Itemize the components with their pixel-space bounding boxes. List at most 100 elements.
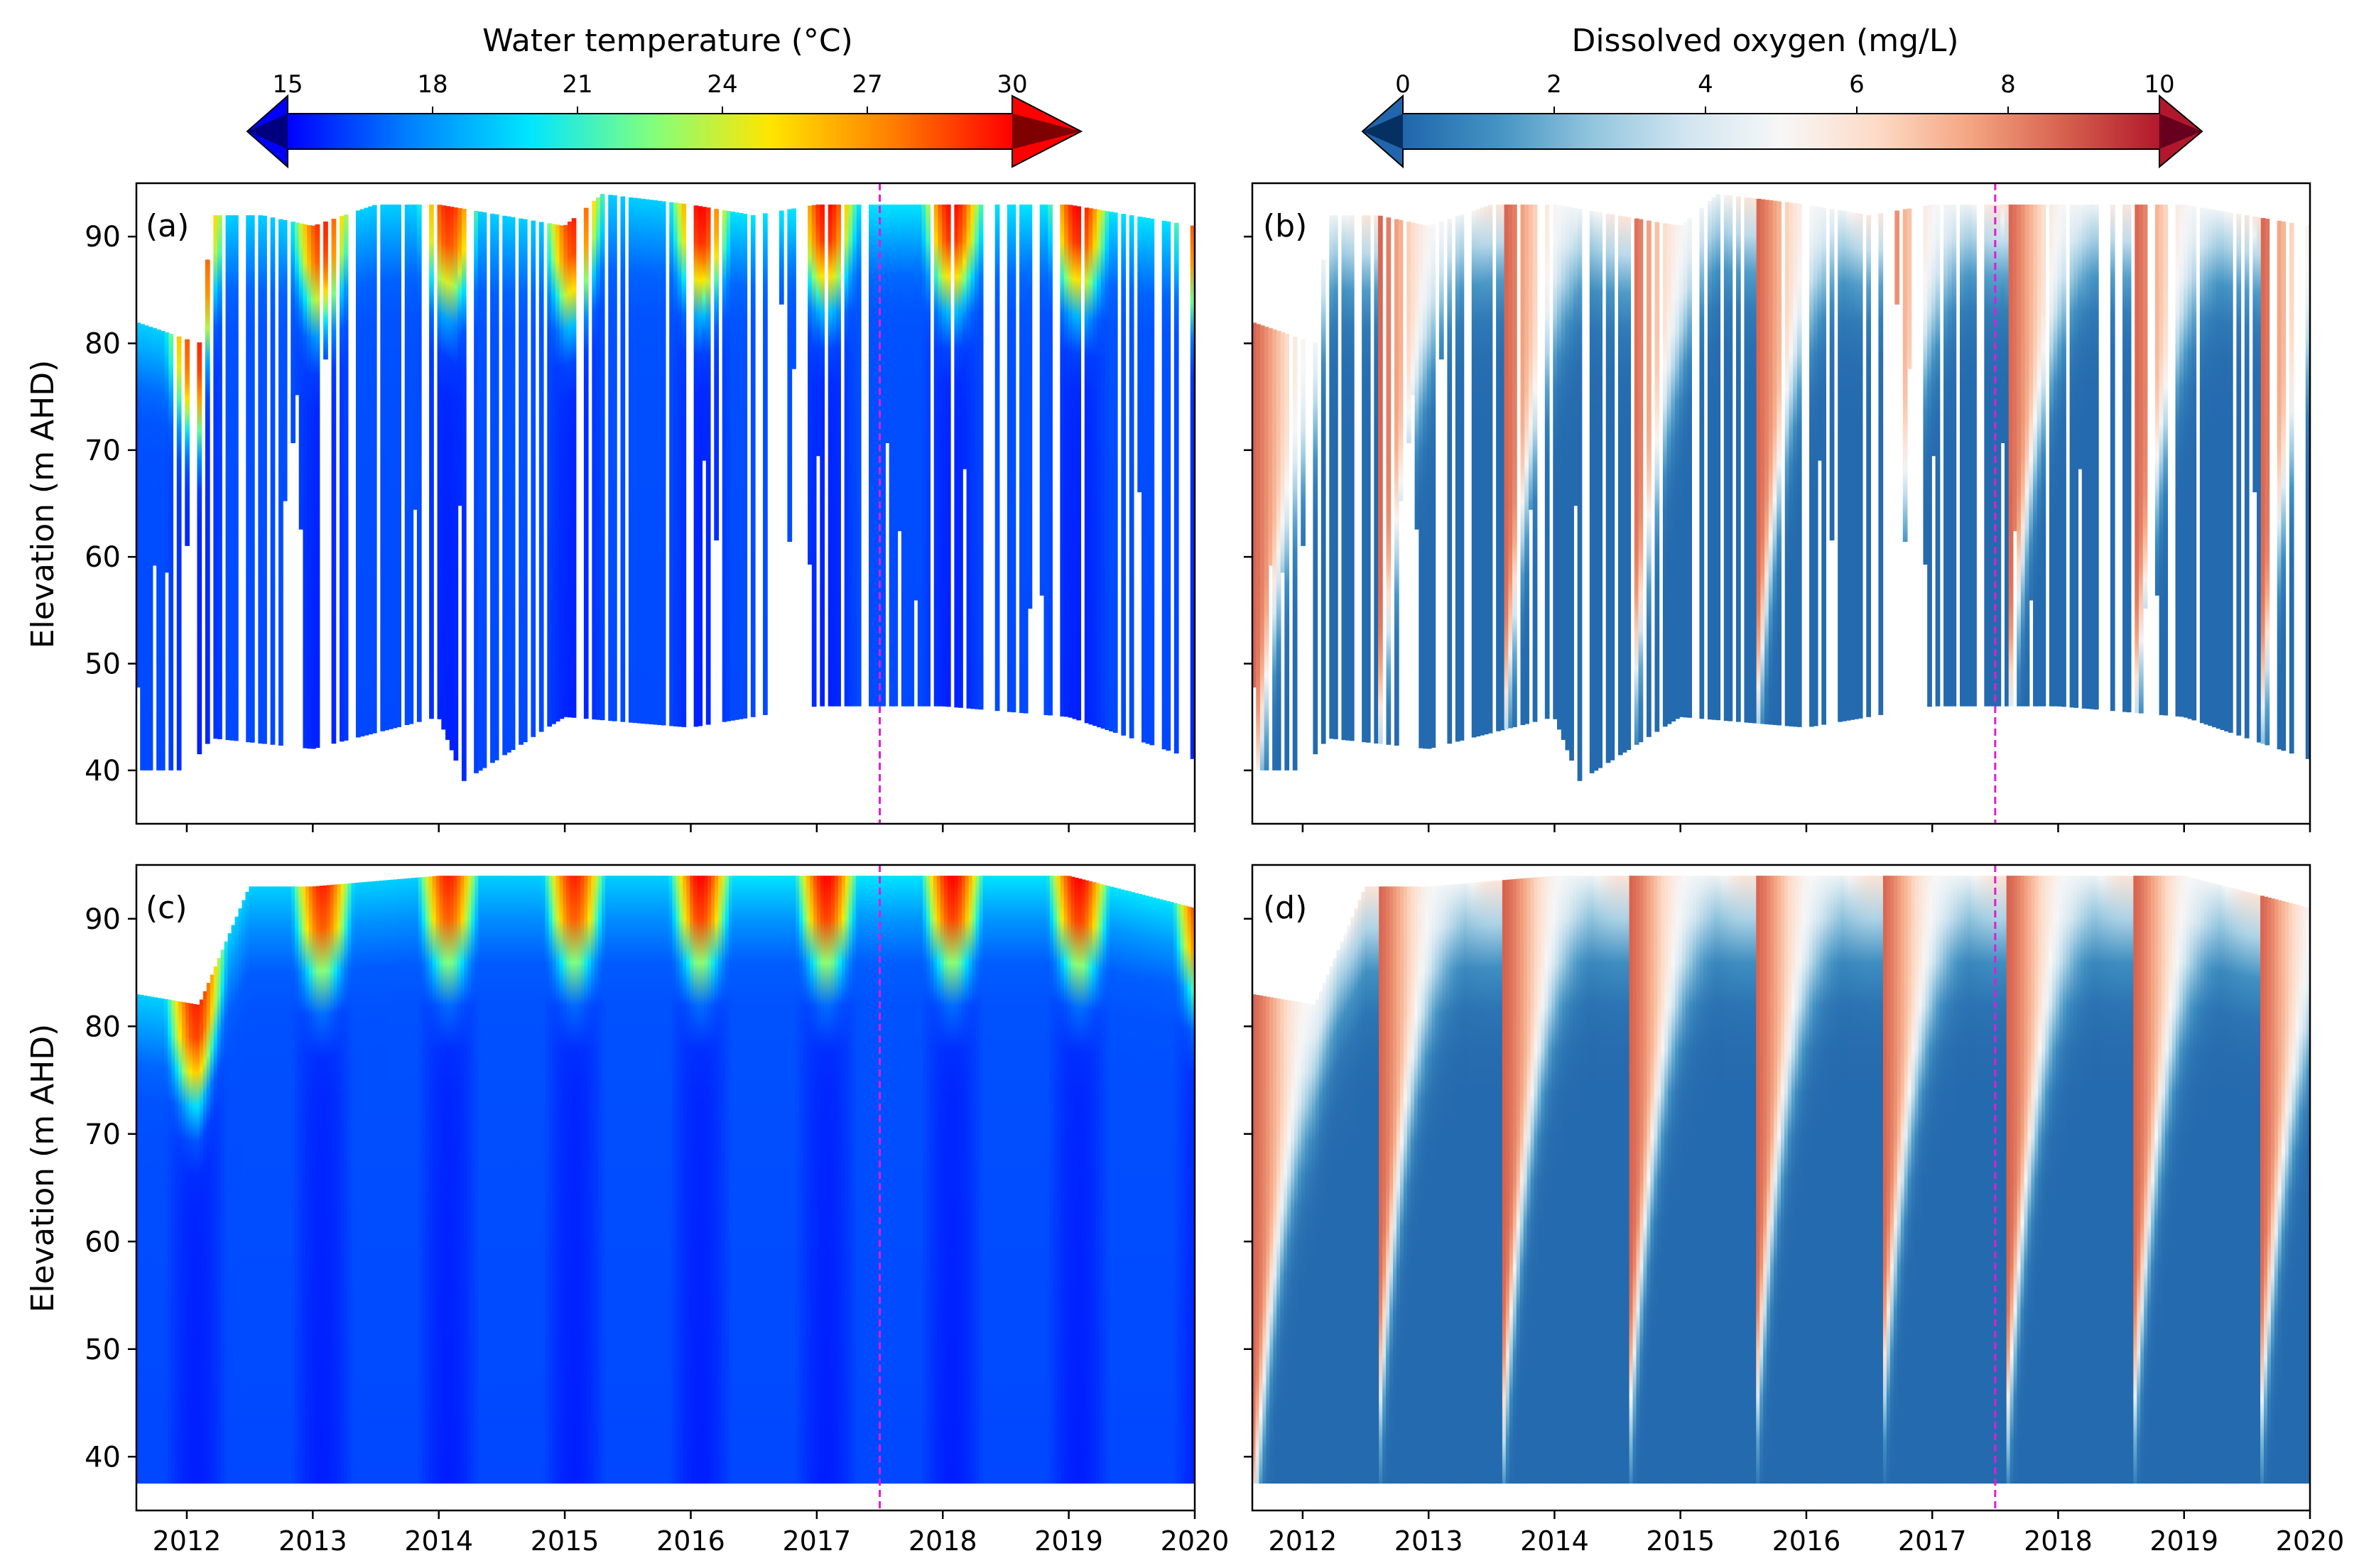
heatmap-column [1914, 876, 1919, 1484]
heatmap-column [1662, 223, 1668, 727]
heatmap-column [499, 876, 504, 1484]
heatmap-column [153, 997, 158, 1484]
heatmap-column [1963, 205, 1969, 707]
heatmap-column [1530, 877, 1535, 1484]
heatmap-column [383, 880, 388, 1484]
heatmap-column [1304, 1003, 1309, 1484]
heatmap-column [1894, 210, 1900, 305]
oxygen-colorbar-ticks: 0 2 4 6 8 10 [1395, 70, 2175, 114]
heatmap-column [1276, 998, 1281, 1484]
heatmap-column [330, 884, 335, 1484]
heatmap-column [2187, 205, 2193, 719]
heatmap-column [1025, 876, 1030, 1484]
heatmap-column [1781, 876, 1785, 1484]
heatmap-column [697, 876, 702, 1484]
heatmap-column [1435, 886, 1440, 1484]
heatmap-column [1313, 342, 1318, 755]
heatmap-column [1481, 881, 1486, 1484]
heatmap-column [2094, 876, 2099, 1484]
heatmap-column [205, 259, 210, 744]
heatmap-column [1845, 212, 1851, 721]
heatmap-column [1110, 886, 1115, 1484]
heatmap-column [787, 209, 793, 542]
heatmap-column [541, 876, 546, 1484]
heatmap-column [548, 876, 553, 1484]
heatmap-column [2020, 876, 2025, 1484]
heatmap-column [657, 200, 662, 725]
heatmap-column [1764, 200, 1769, 724]
heatmap-column [1622, 216, 1627, 753]
heatmap-column [1794, 876, 1799, 1484]
heatmap-column [1964, 876, 1969, 1484]
heatmap-column [1787, 876, 1792, 1484]
heatmap-column [376, 881, 381, 1484]
heatmap-column [2203, 881, 2208, 1484]
heatmap-column [1823, 876, 1828, 1484]
heatmap-column [693, 876, 698, 1484]
heatmap-column [1144, 895, 1149, 1484]
heatmap-column [1049, 876, 1054, 1484]
heatmap-column [1085, 880, 1090, 1484]
heatmap-column [189, 1003, 193, 1484]
heatmap-column [1176, 903, 1181, 1484]
heatmap-column [2142, 205, 2148, 609]
heatmap-column [1480, 207, 1485, 736]
heatmap-column [1291, 1001, 1296, 1484]
heatmap-column [1372, 886, 1377, 1484]
heatmap-column [1858, 213, 1863, 719]
heatmap-column [1141, 895, 1146, 1484]
heatmap-column [1276, 331, 1281, 771]
heatmap-column [1544, 876, 1549, 1484]
heatmap-column [220, 949, 225, 1484]
heatmap-column [1996, 205, 2002, 707]
heatmap-column [1951, 205, 1957, 707]
heatmap-column [494, 214, 499, 761]
heatmap-column [2108, 876, 2113, 1484]
heatmap-column [303, 224, 308, 748]
heatmap-column [1519, 878, 1524, 1484]
heatmap-column [1074, 877, 1079, 1484]
heatmap-column [884, 205, 890, 444]
heatmap-column [869, 876, 874, 1484]
heatmap-column [1333, 958, 1338, 1484]
heatmap-column [2284, 902, 2289, 1484]
heatmap-column [1259, 325, 1265, 771]
x-tick-label: 2016 [656, 1525, 725, 1557]
heatmap-column [1537, 876, 1542, 1484]
heatmap-column [1600, 876, 1605, 1484]
heatmap-column [2037, 205, 2042, 707]
heatmap-column [1763, 876, 1768, 1484]
heatmap-column [1096, 209, 1102, 728]
heatmap-column [889, 205, 894, 707]
x-tick-label: 2012 [153, 1525, 222, 1557]
heatmap-column [1502, 880, 1507, 1484]
heatmap-column [636, 876, 641, 1484]
heatmap-column [224, 941, 229, 1484]
heatmap-column [1636, 876, 1641, 1484]
heatmap-column [245, 891, 250, 1484]
heatmap-column [962, 205, 967, 469]
heatmap-column [1038, 876, 1043, 1484]
heatmap-column [732, 876, 737, 1484]
heatmap-column [331, 219, 337, 744]
heatmap-column [1187, 906, 1192, 1484]
heatmap-column [2252, 217, 2258, 493]
heatmap-column [1605, 213, 1611, 763]
heatmap-column [1471, 210, 1477, 738]
heatmap-column [1053, 876, 1058, 1484]
heatmap-column [653, 200, 658, 725]
y-tick-label: 50 [85, 648, 121, 681]
heatmap-column [781, 876, 786, 1484]
heatmap-column [1851, 876, 1856, 1484]
temperature-colorbar-title: Water temperature (°C) [482, 23, 853, 59]
heatmap-column [1474, 882, 1479, 1484]
heatmap-column [2306, 907, 2310, 1484]
heatmap-column [1092, 882, 1097, 1484]
heatmap-column [1131, 892, 1136, 1484]
heatmap-column [1959, 205, 1965, 707]
heatmap-column [2041, 876, 2046, 1484]
heatmap-column [615, 876, 620, 1484]
heatmap-column [510, 217, 516, 751]
heatmap-column [301, 886, 306, 1484]
heatmap-column [619, 876, 624, 1484]
